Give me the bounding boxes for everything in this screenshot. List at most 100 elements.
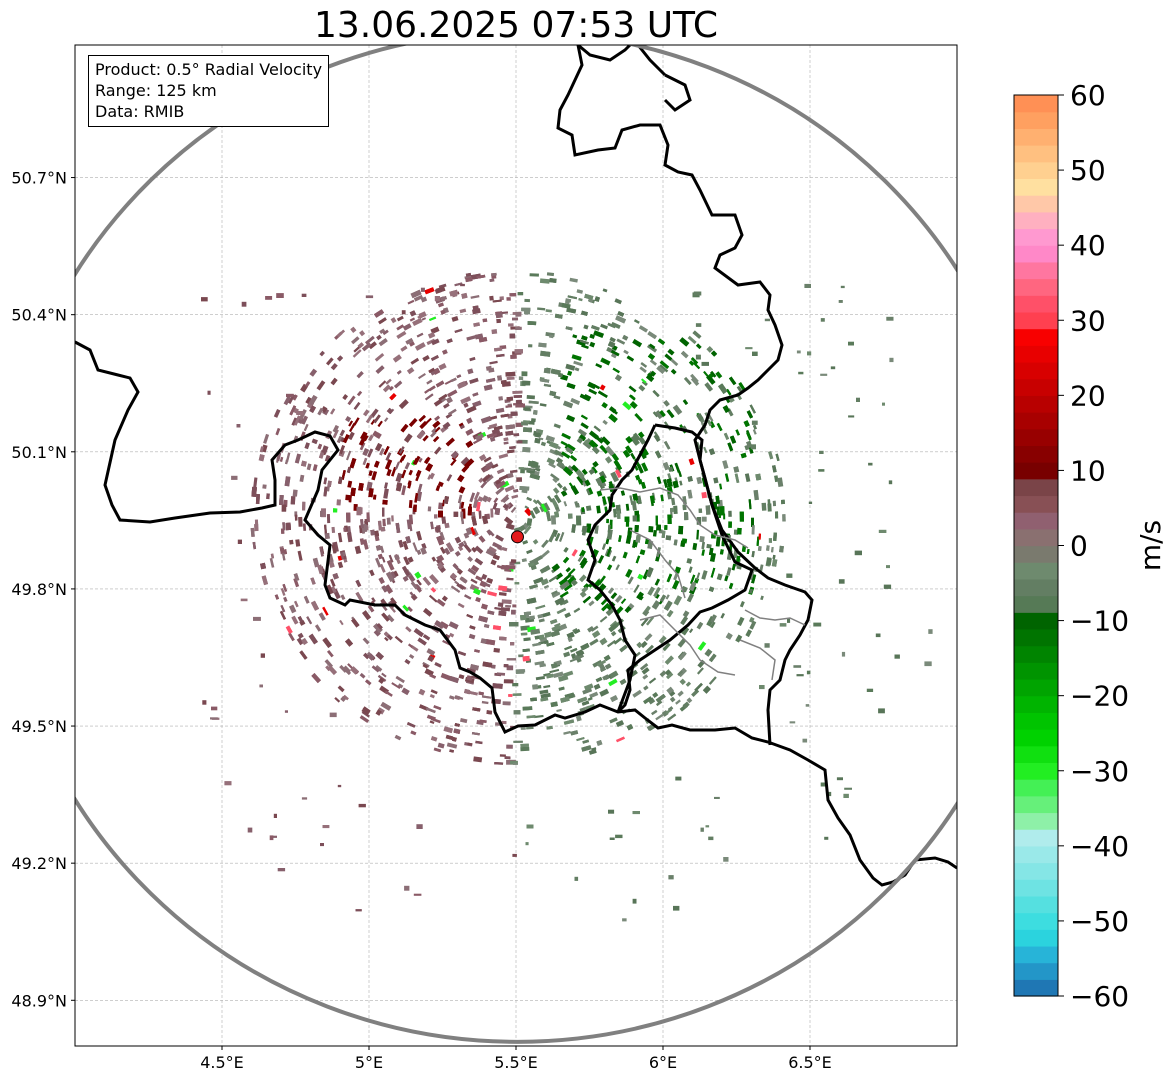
- echo-gate: [656, 365, 666, 374]
- echo-gate: [570, 398, 581, 405]
- echo-gate: [386, 468, 392, 477]
- echo-gate: [539, 403, 547, 407]
- echo-gate: [772, 554, 776, 560]
- echo-gate: [406, 721, 416, 728]
- echo-gate: [539, 689, 549, 695]
- echo-gate: [526, 726, 534, 730]
- echo-gate: [515, 326, 522, 330]
- echo-gate: [638, 431, 645, 439]
- echo-gate: [304, 442, 310, 450]
- echo-gate: [522, 539, 529, 545]
- echo-gate: [418, 311, 427, 319]
- echo-gate: [755, 473, 762, 481]
- echo-gate: [301, 501, 306, 511]
- echo-gate: [562, 599, 569, 605]
- echo-gate: [512, 604, 517, 608]
- echo-gate: [283, 596, 288, 603]
- colorbar-segment: [1014, 211, 1058, 230]
- echo-gate: [326, 584, 334, 595]
- echo-gate: [329, 712, 337, 718]
- echo-gate: [583, 324, 589, 330]
- echo-gate: [376, 623, 383, 630]
- echo-gate: [518, 376, 524, 381]
- echo-gate: [666, 478, 673, 488]
- echo-gate: [459, 424, 465, 430]
- echo-gate: [567, 513, 573, 519]
- colorbar-segment: [1014, 845, 1058, 864]
- echo-gate: [498, 610, 507, 617]
- internal-border: [599, 487, 806, 681]
- echo-gate: [575, 469, 585, 479]
- gridlines: [75, 45, 957, 1046]
- echo-gate: [461, 464, 470, 473]
- echo-gate: [687, 475, 693, 482]
- echo-gate: [515, 422, 523, 427]
- echo-gate: [736, 555, 741, 563]
- echo-gate: [348, 420, 353, 427]
- echo-gate: [667, 348, 675, 356]
- echo-gate: [646, 724, 654, 731]
- echo-gate: [332, 429, 339, 439]
- echo-gate: [558, 674, 569, 682]
- lat-tick-label: 48.9°N: [11, 991, 67, 1010]
- echo-gate: [716, 422, 723, 432]
- echo-gate: [407, 299, 415, 305]
- echo-gate: [882, 402, 885, 406]
- echo-gate: [609, 717, 618, 724]
- echo-gate: [435, 286, 446, 294]
- echo-gate: [505, 424, 516, 430]
- echo-gate: [323, 477, 328, 485]
- echo-gate: [463, 402, 469, 408]
- echo-gate: [571, 354, 582, 361]
- echo-gate: [343, 694, 349, 701]
- echo-gate: [655, 693, 666, 703]
- echo-gate: [513, 489, 519, 493]
- echo-gate: [632, 898, 637, 904]
- echo-gate: [727, 442, 734, 452]
- echo-gate: [706, 374, 716, 385]
- echo-gate: [231, 475, 238, 480]
- echo-gate: [492, 683, 503, 689]
- echo-gate: [504, 516, 514, 526]
- echo-gate: [533, 560, 539, 565]
- echo-gate: [580, 310, 588, 316]
- echo-gate: [418, 457, 423, 463]
- echo-gate: [701, 549, 705, 556]
- echo-gate: [372, 430, 379, 438]
- echo-gate: [632, 432, 641, 441]
- echo-gate: [430, 354, 440, 362]
- echo-gate: [480, 415, 492, 424]
- echo-gate: [622, 334, 629, 341]
- echo-gate: [390, 317, 397, 324]
- echo-gate: [507, 449, 515, 454]
- echo-gate: [495, 312, 503, 319]
- echo-gate: [378, 338, 388, 347]
- colorbar-segment: [1014, 178, 1058, 196]
- echo-gate: [679, 337, 690, 347]
- echo-gate: [492, 554, 500, 561]
- echo-gate: [329, 578, 336, 587]
- echo-gate: [424, 388, 430, 394]
- echo-gate: [426, 338, 436, 346]
- echo-gate: [554, 533, 561, 542]
- colorbar-segment: [1014, 161, 1058, 180]
- echo-gate: [894, 654, 900, 659]
- echo-gate: [459, 717, 468, 724]
- echo-gate: [695, 323, 702, 327]
- echo-gate: [563, 651, 571, 658]
- radar-site-dot: [510, 530, 524, 544]
- echo-gate: [551, 563, 561, 572]
- echo-gate: [689, 628, 694, 634]
- echo-gate: [581, 745, 592, 752]
- echo-gate: [438, 362, 447, 371]
- echo-gate: [580, 414, 588, 420]
- echo-gate: [312, 464, 318, 472]
- echo-gate: [512, 853, 517, 857]
- echo-gate: [677, 638, 687, 648]
- echo-gate: [430, 521, 434, 530]
- echo-gate: [414, 571, 422, 579]
- echo-gate: [611, 555, 617, 562]
- data-source-label: Data: RMIB: [95, 102, 185, 121]
- echo-gate: [285, 522, 291, 531]
- colorbar-segment: [1014, 929, 1058, 947]
